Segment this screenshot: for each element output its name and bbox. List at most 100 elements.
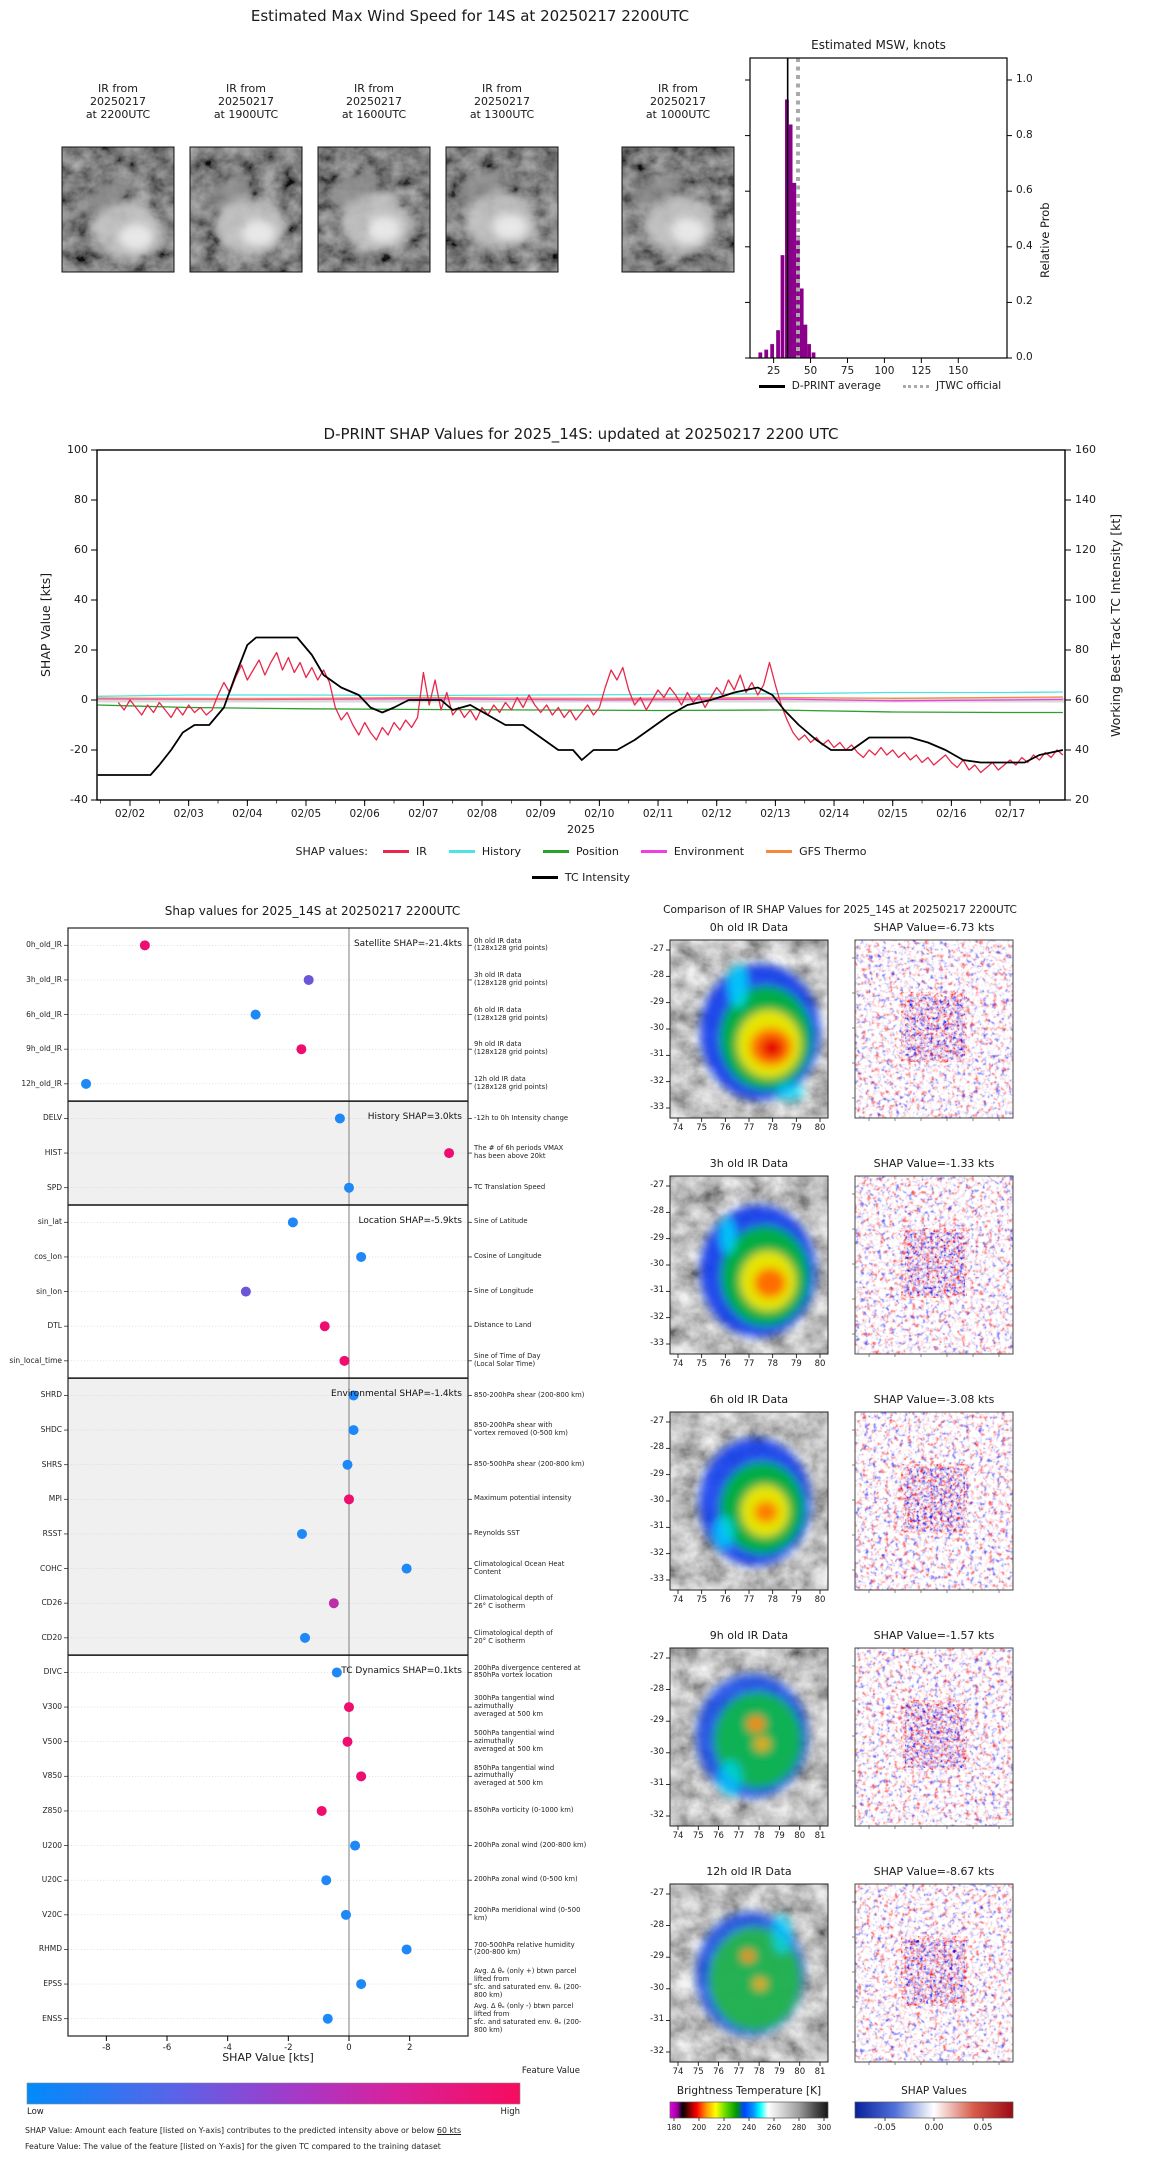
lon-tick: 79 (790, 1123, 802, 1133)
timeseries-xtick: 02/14 (818, 808, 850, 820)
feature-desc-V300: 300hPa tangential wind azimuthally avera… (474, 1694, 555, 1718)
footnote-feature: Feature Value: The value of the feature … (25, 2142, 441, 2151)
feature-label-CD26: CD26 (41, 1598, 62, 1608)
lat-tick: -32 (650, 2046, 664, 2056)
legend-tc-intensity: TC Intensity (531, 871, 630, 884)
ir-data-title: 9h old IR Data (709, 1629, 789, 1642)
shap-colorbar-tick: -0.05 (874, 2123, 896, 2133)
feature-desc-U20C: 200hPa zonal wind (0-500 km) (474, 1875, 578, 1884)
shap-dot-9h_old_IR (296, 1044, 307, 1055)
feature-desc-0h_old_IR: 0h old IR data (128x128 grid points) (474, 936, 548, 953)
series-history (97, 691, 1063, 697)
dotplot-xtick: -2 (284, 2043, 293, 2053)
feature-label-CD20: CD20 (41, 1632, 62, 1642)
shap-dot-DIVC (331, 1667, 342, 1678)
shap-dot-12h_old_IR (81, 1078, 92, 1089)
series-line-icon (542, 850, 569, 853)
footnote-shap-text: SHAP Value: Amount each feature [listed … (25, 2126, 437, 2135)
lat-tick: -30 (650, 1259, 664, 1269)
feature-desc-SPD: TC Translation Speed (474, 1182, 546, 1191)
timeseries-xlabel: 2025 (567, 823, 595, 836)
lon-tick: 81 (814, 1831, 826, 1841)
lon-tick: 77 (743, 1359, 755, 1369)
footnote-shap-underline: 60 kts (437, 2126, 462, 2135)
solid-line-icon (758, 384, 785, 388)
featurebar-low: Low (27, 2107, 44, 2117)
legend-environment: Environment (640, 845, 744, 858)
lon-tick: 80 (794, 2067, 806, 2077)
shap-colorbar-label: SHAP Values (901, 2085, 967, 2097)
lat-tick: -27 (650, 1888, 664, 1898)
histogram-bar (776, 330, 780, 358)
timeseries-xtick: 02/16 (936, 808, 967, 820)
feature-desc-DTL: Distance to Land (474, 1321, 532, 1330)
dotplot-xtick: 0 (346, 2043, 352, 2053)
timeseries-ytick-left: 0 (81, 693, 88, 706)
feature-label-U20C: U20C (41, 1875, 62, 1885)
shap-map-title: SHAP Value=-6.73 kts (873, 921, 995, 934)
lon-tick: 76 (719, 1123, 731, 1133)
lat-tick: -27 (650, 944, 664, 954)
bt-colorbar-tick: 180 (666, 2123, 682, 2132)
histogram-bar (799, 288, 804, 358)
group-annotation-satellite: Satellite SHAP=-21.4kts (353, 939, 462, 950)
feature-label-SHRD: SHRD (40, 1390, 62, 1400)
feature-desc-HIST: The # of 6h periods VMAX has been above … (474, 1144, 564, 1161)
histogram-ytick: 1.0 (1016, 73, 1033, 85)
lon-tick: 75 (696, 1595, 708, 1605)
feature-desc-SHRD: 850-200hPa shear (200-800 km) (474, 1390, 585, 1399)
ir-data-panel (666, 939, 829, 1122)
feature-desc-DIVC: 200hPa divergence centered at 850hPa vor… (474, 1663, 581, 1680)
shap-values-colorbar (854, 2101, 1014, 2119)
lat-tick: -31 (650, 2014, 664, 2025)
feature-desc-CD20: Climatological depth of 20° C isotherm (474, 1629, 553, 1645)
feature-label-0h_old_IR: 0h_old_IR (26, 940, 62, 950)
ir-data-title: 3h old IR Data (709, 1157, 789, 1170)
legend-position: Position (542, 845, 619, 858)
lat-tick: -29 (650, 1232, 664, 1243)
lon-tick: 75 (696, 1123, 708, 1133)
featurebar-label: Feature Value (521, 2066, 580, 2076)
lon-tick: 75 (696, 1359, 708, 1369)
feature-desc-SHDC: 850-200hPa shear with vortex removed (0-… (474, 1421, 568, 1438)
feature-desc-3h_old_IR: 3h old IR data (128x128 grid points) (474, 971, 548, 987)
timeseries-legend-row1: SHAP values: IR History Position Environment… (97, 845, 1065, 858)
feature-label-V20C: V20C (42, 1909, 62, 1919)
timeseries-legend-row2: TC Intensity (97, 871, 1065, 884)
shap-dot-CD20 (300, 1632, 311, 1643)
dotplot-xlabel: SHAP Value [kts] (222, 2051, 314, 2064)
histogram-xtick: 125 (911, 365, 932, 377)
shap-dot-RHMD (401, 1944, 412, 1955)
lat-tick: -30 (650, 1982, 664, 1993)
timeseries-ytick-right: 160 (1075, 443, 1096, 456)
feature-label-DTL: DTL (47, 1321, 62, 1331)
feature-desc-RHMD: 700-500hPa relative humidity (200-800 km… (474, 1940, 575, 1957)
shap-dot-U200 (350, 1840, 361, 1851)
lat-tick: -30 (650, 1746, 664, 1757)
lon-tick: 78 (753, 2067, 765, 2077)
timeseries-xtick: 02/15 (877, 808, 908, 820)
group-annotation-location: Location SHAP=-5.9kts (358, 1216, 462, 1227)
lat-tick: -27 (650, 1180, 664, 1190)
shap-map-title: SHAP Value=-1.33 kts (873, 1157, 995, 1170)
histogram-xtick: 100 (874, 365, 895, 377)
timeseries-xtick: 02/04 (232, 808, 263, 820)
timeseries-ylabel-left: SHAP Value [kts] (38, 572, 53, 678)
shap-colorbar-tick: 0.05 (973, 2123, 993, 2133)
feature-label-SHDC: SHDC (40, 1425, 62, 1435)
lat-tick: -31 (650, 1521, 664, 1532)
timeseries-xtick: 02/05 (290, 808, 322, 820)
lon-tick: 74 (672, 1831, 684, 1841)
shap-dot-SHRD (348, 1390, 359, 1401)
series-position (97, 704, 1063, 714)
ir-data-title: 0h old IR Data (709, 921, 789, 934)
lat-tick: -30 (650, 1023, 664, 1033)
series-environment (97, 698, 1063, 702)
lon-tick: 74 (672, 1359, 684, 1369)
ir-thumbnail (61, 146, 175, 273)
lat-tick: -33 (650, 1338, 664, 1348)
timeseries-ytick-right: 40 (1075, 743, 1089, 756)
feature-label-DELV: DELV (43, 1113, 62, 1123)
lon-tick: 79 (790, 1595, 802, 1605)
ir-thumbnail-label: IR from 20250217 at 1900UTC (213, 82, 279, 121)
